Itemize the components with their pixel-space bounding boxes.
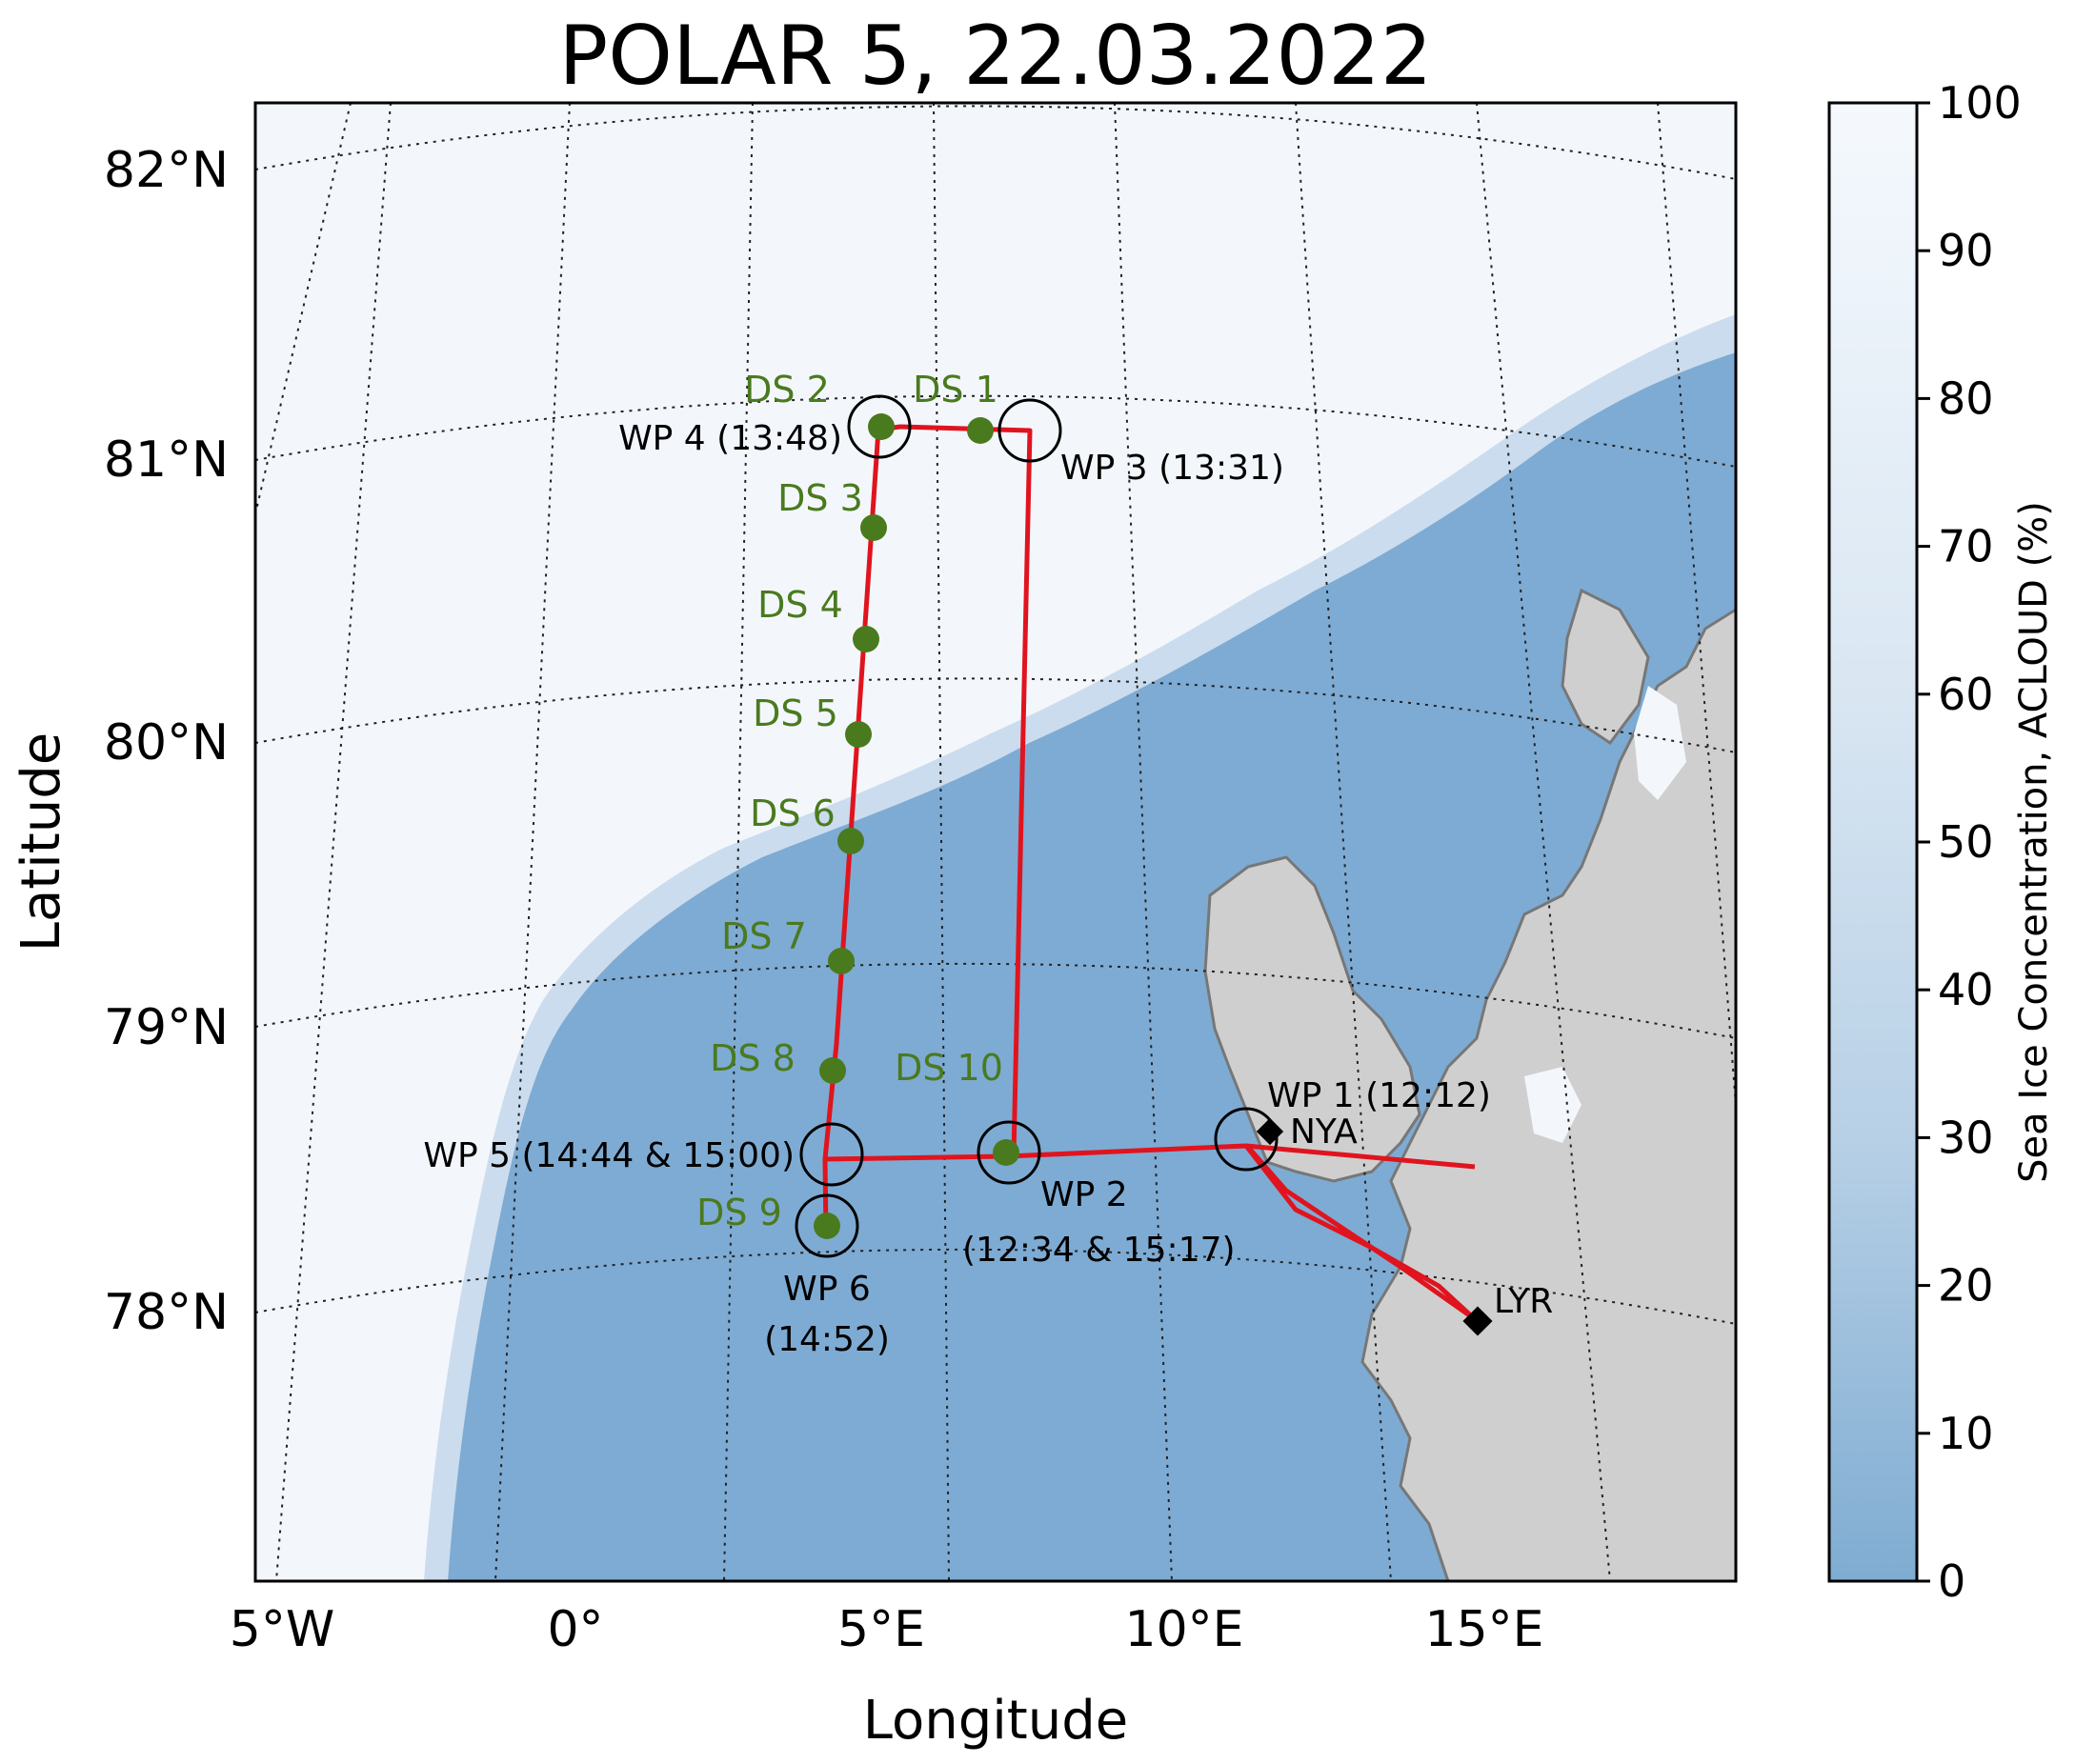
xtick-5w: 5°W bbox=[230, 1601, 335, 1658]
map-border bbox=[253, 101, 1738, 1583]
wp6-circle bbox=[795, 1193, 859, 1258]
ds6-marker bbox=[837, 828, 864, 854]
ytick-81n: 81°N bbox=[104, 431, 229, 489]
ds3-label: DS 3 bbox=[777, 477, 863, 519]
ytick-79n: 79°N bbox=[104, 999, 229, 1056]
ds4-label: DS 4 bbox=[757, 584, 843, 626]
wp2-label: WP 2 bbox=[1040, 1175, 1128, 1214]
ds5-marker bbox=[845, 721, 872, 748]
colorbar-tick-label: 30 bbox=[1938, 1112, 1994, 1163]
colorbar-gradient bbox=[1827, 101, 1919, 1583]
colorbar-tick-label: 90 bbox=[1938, 225, 1994, 276]
ytick-80n: 80°N bbox=[104, 714, 229, 772]
ds6-label: DS 6 bbox=[750, 792, 836, 834]
ds2-marker bbox=[868, 413, 895, 440]
xtick-15e: 15°E bbox=[1424, 1601, 1543, 1658]
wp3-circle bbox=[997, 398, 1062, 463]
colorbar-tick-label: 60 bbox=[1938, 669, 1994, 720]
wp6-time: (14:52) bbox=[764, 1320, 890, 1359]
ds2-label: DS 2 bbox=[744, 369, 830, 411]
xtick-0: 0° bbox=[547, 1601, 603, 1658]
map-panel: DS 2 DS 1 DS 3 DS 4 DS 5 DS 6 DS 7 DS 8 … bbox=[255, 103, 1736, 1581]
wp2-circle bbox=[977, 1120, 1041, 1185]
ds10-marker bbox=[993, 1139, 1019, 1166]
x-axis-label: Longitude bbox=[863, 1690, 1129, 1752]
xtick-5e: 5°E bbox=[837, 1601, 925, 1658]
ytick-82n: 82°N bbox=[104, 142, 229, 199]
colorbar-tick-label: 70 bbox=[1938, 521, 1994, 572]
lyr-marker bbox=[1462, 1306, 1493, 1336]
colorbar-tick-label: 100 bbox=[1938, 77, 2022, 129]
wp4-circle bbox=[847, 394, 912, 459]
wp1-label: WP 1 (12:12) bbox=[1267, 1076, 1491, 1115]
wp5-label: WP 5 (14:44 & 15:00) bbox=[423, 1136, 795, 1175]
y-axis-label: Latitude bbox=[10, 732, 72, 952]
graticule bbox=[255, 103, 1736, 1581]
ds3-marker bbox=[860, 514, 887, 541]
colorbar-tick-label: 50 bbox=[1938, 816, 1994, 868]
waypoint-markers bbox=[795, 394, 1279, 1258]
colorbar-label: Sea Ice Concentration, ACLOUD (%) bbox=[2012, 501, 2056, 1183]
xtick-10e: 10°E bbox=[1124, 1601, 1243, 1658]
wp1-circle bbox=[1214, 1107, 1279, 1172]
ds8-marker bbox=[819, 1057, 846, 1084]
svalbard-west-land bbox=[1203, 855, 1421, 1183]
colorbar-tick-label: 20 bbox=[1938, 1260, 1994, 1312]
ds9-label: DS 9 bbox=[696, 1192, 782, 1233]
dropsonde-markers bbox=[814, 413, 1019, 1239]
wp3-label: WP 3 (13:31) bbox=[1060, 449, 1284, 488]
ds5-label: DS 5 bbox=[753, 692, 838, 734]
colorbar-tick-label: 80 bbox=[1938, 372, 1994, 424]
ds10-label: DS 10 bbox=[895, 1047, 1003, 1089]
wp5-circle bbox=[799, 1122, 864, 1187]
nya-label: NYA bbox=[1290, 1113, 1358, 1152]
ytick-78n: 78°N bbox=[104, 1284, 229, 1341]
wp4-label: WP 4 (13:48) bbox=[618, 419, 842, 458]
glacier-white-1 bbox=[1634, 686, 1686, 800]
ds7-label: DS 7 bbox=[721, 915, 807, 957]
ds4-marker bbox=[853, 626, 879, 652]
ds7-marker bbox=[828, 948, 855, 974]
colorbar-tick-label: 10 bbox=[1938, 1408, 1994, 1459]
ds1-marker bbox=[967, 417, 994, 444]
map-title: POLAR 5, 22.03.2022 bbox=[558, 9, 1432, 104]
ds1-label: DS 1 bbox=[913, 369, 998, 411]
svalbard-north-land bbox=[1561, 588, 1650, 746]
wp2-time: (12:34 & 15:17) bbox=[962, 1231, 1236, 1270]
lyr-label: LYR bbox=[1494, 1282, 1553, 1321]
colorbar-tick-label: 40 bbox=[1938, 964, 1994, 1015]
nya-marker bbox=[1256, 1117, 1284, 1146]
wp6-label: WP 6 bbox=[783, 1270, 871, 1309]
station-markers bbox=[1256, 1117, 1493, 1336]
colorbar-tick-label: 0 bbox=[1938, 1555, 1965, 1607]
ds8-label: DS 8 bbox=[710, 1037, 796, 1079]
glacier-white-2 bbox=[1524, 1067, 1581, 1143]
ds9-marker bbox=[814, 1213, 840, 1239]
